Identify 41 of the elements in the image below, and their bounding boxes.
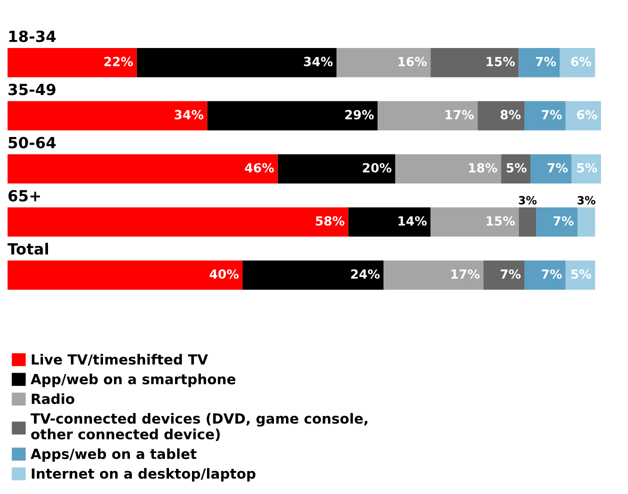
data-label: 46% xyxy=(244,163,274,173)
data-label: 14% xyxy=(398,216,427,226)
data-label: 15% xyxy=(486,56,515,66)
y-tick-label: 65+ xyxy=(8,190,40,202)
data-label: 8% xyxy=(500,110,521,120)
data-label: 6% xyxy=(577,110,598,120)
legend-label: Live TV/timeshifted TV xyxy=(32,354,208,366)
legend-label: Internet on a desktop/laptop xyxy=(32,468,256,482)
data-label: 5% xyxy=(577,163,598,173)
data-label: 3% xyxy=(578,196,596,204)
data-label: 22% xyxy=(104,56,133,66)
data-label: 7% xyxy=(500,269,521,279)
data-label: 24% xyxy=(351,269,380,279)
y-tick-label: 35-49 xyxy=(8,84,56,96)
data-label: 3% xyxy=(518,196,537,204)
legend-label: TV-connected devices (DVD, game console, other connected device) xyxy=(30,413,368,442)
legend-label: Radio xyxy=(32,393,74,404)
y-tick-label: Total xyxy=(8,242,48,255)
data-label: 7% xyxy=(548,163,568,173)
data-label: 58% xyxy=(316,216,344,226)
data-label: 17% xyxy=(451,269,480,279)
data-label: 17% xyxy=(446,110,474,120)
y-tick-label: 18-34 xyxy=(9,30,56,42)
data-label: 5% xyxy=(506,163,527,173)
data-label: 18% xyxy=(469,163,498,173)
legend-label: Apps/web on a tablet xyxy=(30,448,196,462)
data-label: 34% xyxy=(174,110,204,120)
legend-label: App/web on a smartphone xyxy=(30,374,236,388)
y-tick-label: 50-64 xyxy=(8,136,56,148)
data-label: 20% xyxy=(362,163,392,173)
data-label: 40% xyxy=(210,269,239,279)
data-label: 7% xyxy=(554,216,574,226)
data-label: 15% xyxy=(486,216,515,226)
data-label: 29% xyxy=(345,110,374,120)
data-label: 5% xyxy=(571,269,592,279)
data-label: 7% xyxy=(542,269,562,279)
data-label: 7% xyxy=(542,110,562,120)
data-label: 34% xyxy=(304,56,333,66)
data-label: 16% xyxy=(398,56,427,66)
data-label: 6% xyxy=(571,56,592,66)
data-label: 7% xyxy=(536,56,556,66)
